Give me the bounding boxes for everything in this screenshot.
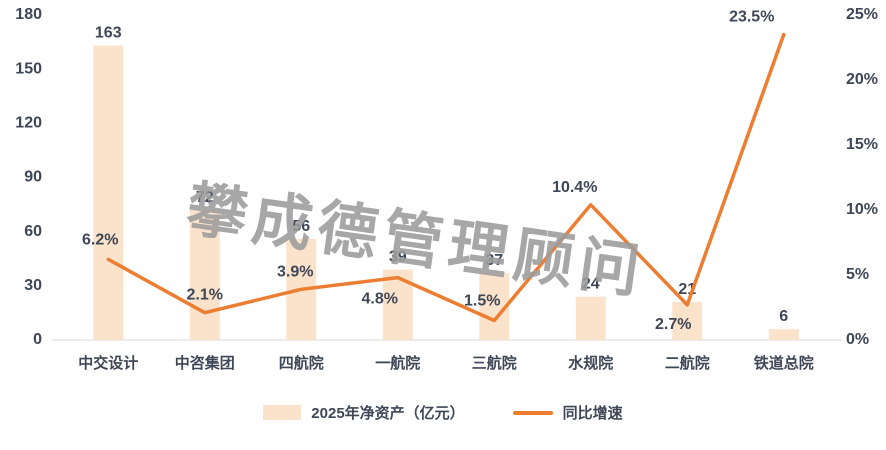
left-axis-tick: 150 xyxy=(15,60,42,77)
bar-value-label: 24 xyxy=(582,276,600,293)
bar-水规院 xyxy=(575,296,606,340)
right-axis-tick: 0% xyxy=(846,331,869,348)
line-value-label: 2.1% xyxy=(187,287,223,304)
bar-铁道总院 xyxy=(768,329,799,340)
bar-value-label: 163 xyxy=(95,25,122,42)
category-label-三航院: 三航院 xyxy=(472,354,517,372)
bar-中咨集团 xyxy=(189,210,220,340)
right-axis-tick: 5% xyxy=(846,266,869,283)
line-value-label: 2.7% xyxy=(655,316,691,333)
line-value-label: 23.5% xyxy=(729,9,774,26)
left-axis-tick: 60 xyxy=(24,223,42,240)
category-label-一航院: 一航院 xyxy=(375,354,420,372)
line-value-label: 3.9% xyxy=(277,263,313,280)
left-axis-tick: 120 xyxy=(15,115,42,132)
category-label-水规院: 水规院 xyxy=(568,354,613,372)
legend-item-line: 同比增速 xyxy=(512,402,623,423)
line-value-label: 1.5% xyxy=(464,293,500,310)
bar-二航院 xyxy=(672,302,703,340)
left-axis-tick: 180 xyxy=(15,6,42,23)
right-axis-tick: 25% xyxy=(846,6,878,23)
line-swatch xyxy=(512,410,553,415)
line-value-label: 6.2% xyxy=(82,231,118,248)
category-label-二航院: 二航院 xyxy=(665,354,710,372)
bar-swatch xyxy=(263,405,302,420)
right-axis-tick: 10% xyxy=(846,201,878,218)
bar-value-label: 6 xyxy=(779,308,788,325)
growth-line xyxy=(106,32,786,323)
right-axis-tick: 15% xyxy=(846,136,878,153)
category-label-四航院: 四航院 xyxy=(279,354,324,372)
bar-value-label: 37 xyxy=(485,252,503,269)
category-label-铁道总院: 铁道总院 xyxy=(754,354,814,372)
left-axis-tick: 0 xyxy=(33,331,42,348)
chart-legend: 2025年净资产（亿元） 同比增速 xyxy=(0,402,886,423)
legend-line-label: 同比增速 xyxy=(562,405,623,422)
left-axis-tick: 30 xyxy=(24,277,42,294)
bar-中交设计 xyxy=(93,45,124,340)
category-label-中咨集团: 中咨集团 xyxy=(175,354,235,372)
bar-value-label: 72 xyxy=(196,189,214,206)
right-axis-tick: 20% xyxy=(846,71,878,88)
bar-value-label: 39 xyxy=(389,249,407,266)
legend-item-bar: 2025年净资产（亿元） xyxy=(263,402,465,423)
bar-value-label: 56 xyxy=(292,218,310,235)
left-axis-tick: 90 xyxy=(24,169,42,186)
line-value-label: 10.4% xyxy=(552,179,597,196)
legend-bar-label: 2025年净资产（亿元） xyxy=(311,405,465,422)
line-value-label: 4.8% xyxy=(362,291,398,308)
category-label-中交设计: 中交设计 xyxy=(78,354,138,372)
